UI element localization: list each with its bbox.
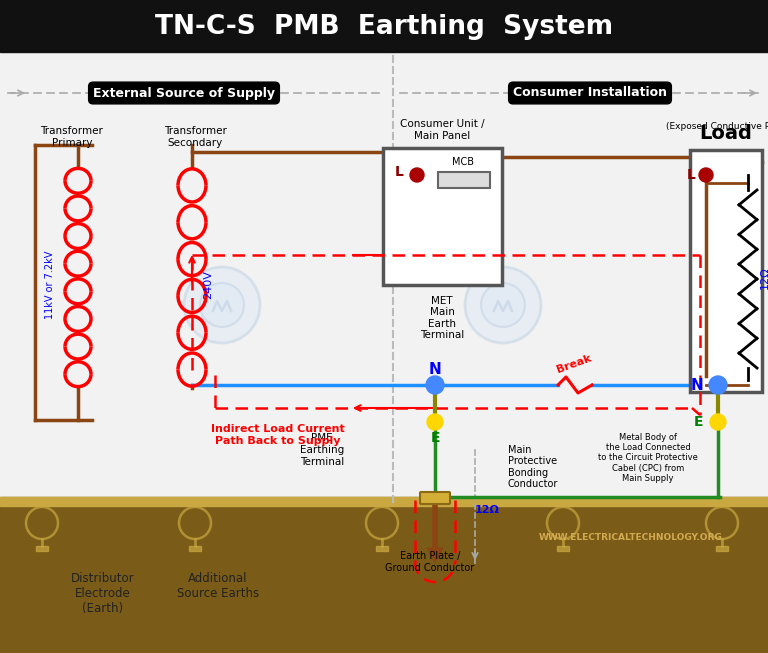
Text: Consumer Installation: Consumer Installation (513, 86, 667, 99)
Circle shape (410, 168, 424, 182)
Text: Indirect Load Current
Path Back to Supply: Indirect Load Current Path Back to Suppl… (211, 424, 345, 446)
Circle shape (709, 376, 727, 394)
Text: Break: Break (555, 353, 593, 375)
Bar (0, 497, 768, 506)
Text: TN-C-S  PMB  Earthing  System: TN-C-S PMB Earthing System (155, 14, 613, 40)
Text: 240V: 240V (203, 270, 213, 300)
Text: Additional
Source Earths: Additional Source Earths (177, 572, 259, 600)
Text: 12Ω: 12Ω (475, 505, 499, 515)
Bar (383, 148, 502, 285)
Circle shape (699, 168, 713, 182)
Bar (716, 546, 728, 551)
Text: Transformer
Secondary: Transformer Secondary (164, 126, 227, 148)
Text: PME
Earthing
Terminal: PME Earthing Terminal (300, 434, 344, 467)
Bar (690, 150, 762, 392)
Polygon shape (427, 548, 443, 562)
Text: N: N (429, 362, 442, 377)
Bar (438, 172, 490, 188)
Text: Earth Plate /
Ground Conductor: Earth Plate / Ground Conductor (386, 551, 475, 573)
Text: Consumer Unit /
Main Panel: Consumer Unit / Main Panel (399, 119, 485, 141)
Text: MCB: MCB (452, 157, 474, 167)
Text: L: L (687, 168, 696, 182)
Text: 12Ω: 12Ω (760, 266, 768, 289)
Text: Main
Protective
Bonding
Conductor: Main Protective Bonding Conductor (508, 445, 558, 489)
Text: Metal Body of
the Load Connected
to the Circuit Protective
Cabel (CPC) from
Main: Metal Body of the Load Connected to the … (598, 433, 698, 483)
Bar (0, 497, 768, 653)
Bar (36, 546, 48, 551)
Circle shape (481, 283, 525, 327)
FancyBboxPatch shape (420, 492, 450, 504)
Text: L: L (395, 165, 403, 179)
Circle shape (200, 283, 244, 327)
Text: Load: Load (700, 124, 753, 143)
Text: N: N (690, 377, 703, 392)
Circle shape (184, 267, 260, 343)
Text: E: E (694, 415, 703, 429)
Text: MET
Main
Earth
Terminal: MET Main Earth Terminal (420, 296, 464, 340)
Text: External Source of Supply: External Source of Supply (93, 86, 275, 99)
Bar (376, 546, 388, 551)
Circle shape (465, 267, 541, 343)
Text: E: E (430, 431, 440, 445)
Circle shape (427, 414, 443, 430)
Text: 11kV or 7.2kV: 11kV or 7.2kV (45, 251, 55, 319)
Circle shape (426, 376, 444, 394)
Text: (Exposed Conductive Part): (Exposed Conductive Part) (666, 122, 768, 131)
Text: Transformer
Primary: Transformer Primary (41, 126, 104, 148)
Bar (189, 546, 201, 551)
Text: Distributor
Electrode
(Earth): Distributor Electrode (Earth) (71, 572, 135, 615)
Bar (0, 0, 768, 52)
Text: WWW.ELECTRICALTECHNOLOGY.ORG: WWW.ELECTRICALTECHNOLOGY.ORG (538, 532, 722, 541)
Circle shape (710, 414, 726, 430)
Bar (557, 546, 569, 551)
